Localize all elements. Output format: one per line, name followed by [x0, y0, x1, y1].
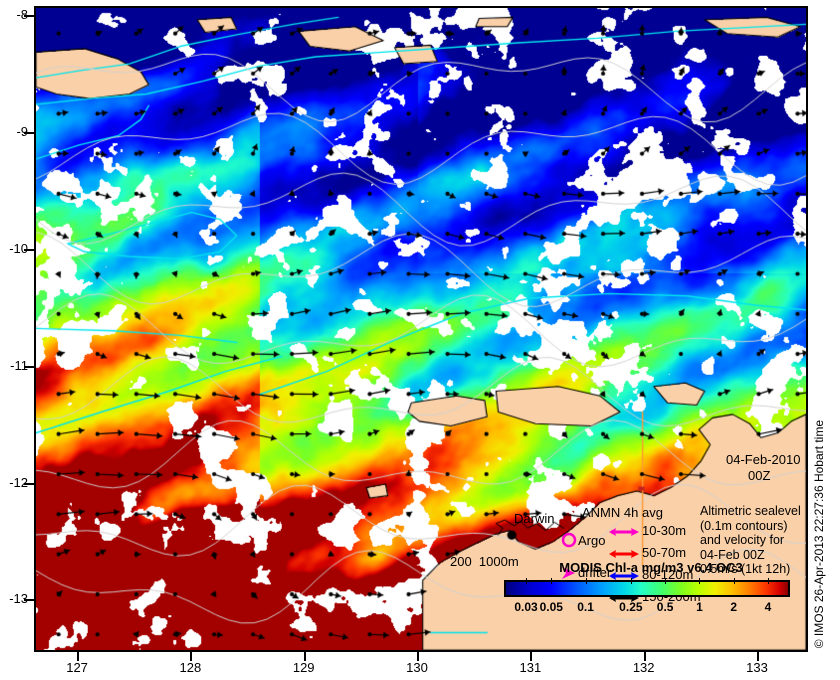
- colorbar-tick-label: 4: [764, 600, 772, 614]
- date-label-line1: 04-Feb-2010: [726, 452, 801, 467]
- argo-float-icon: [561, 532, 577, 548]
- y-tick-mark: [24, 365, 34, 368]
- y-tick-mark: [24, 599, 34, 602]
- x-tick-label: 127: [66, 660, 88, 675]
- depth-range-label: 50-70m: [642, 545, 687, 560]
- y-tick-label: -13: [9, 591, 28, 607]
- map-plot-frame[interactable]: 04-Feb-2010 00Z Darwin 200 1000m: [34, 6, 808, 652]
- alti-line-3: 04-Feb 00Z: [700, 547, 765, 562]
- drifter-icon: [562, 567, 575, 579]
- y-tick-mark: [24, 15, 34, 18]
- colorbar-gradient-fill: [506, 582, 788, 595]
- depth-velocity-arrow-icon: [609, 571, 639, 580]
- x-tick-mark: [530, 652, 533, 661]
- colorbar-panel: MODIS Chl-a mg/m3 v6.4 OC3 0.03 0.05 0.1 0.…: [496, 560, 806, 650]
- colorbar-tick-mark: [551, 578, 553, 584]
- colorbar-tick-mark: [665, 578, 667, 584]
- y-tick-mark: [24, 482, 34, 485]
- argo-legend-label: Argo: [578, 533, 606, 548]
- city-label-darwin: Darwin: [514, 511, 555, 526]
- anmn-depth-row: 80-120m: [608, 567, 693, 582]
- colorbar-tick-label: 0.03: [514, 600, 538, 614]
- y-tick-label: -11: [10, 357, 28, 373]
- depth-range-label: 80-120m: [642, 567, 694, 582]
- anmn-depth-row: 50-70m: [608, 545, 686, 560]
- colorbar-tick-mark: [767, 578, 769, 584]
- x-tick-label: 131: [519, 660, 542, 675]
- x-tick-mark: [190, 652, 193, 661]
- alti-line-2: and velocity for: [700, 533, 785, 547]
- x-tick-mark: [303, 652, 306, 661]
- alti-line-4: 0.5m/s (1kt 12h): [700, 562, 791, 576]
- chlorophyll-map-canvas[interactable]: [36, 8, 806, 650]
- colorbar-tick-mark: [630, 578, 632, 584]
- x-tick-label: 132: [632, 660, 655, 675]
- depth-velocity-arrow-icon: [609, 549, 639, 558]
- colorbar-tick-mark: [699, 578, 701, 584]
- y-tick-mark: [24, 248, 34, 251]
- y-tick-label: -10: [9, 240, 28, 256]
- x-tick-mark: [417, 652, 420, 661]
- colorbar-title: MODIS Chl-a mg/m3 v6.4 OC3: [559, 560, 743, 575]
- y-tick-mark: [24, 132, 34, 135]
- x-tick-label: 129: [292, 660, 315, 675]
- colorbar-tick-label: 0.5: [656, 600, 674, 614]
- x-tick-label: 133: [746, 660, 768, 675]
- alti-line-0: Altimetric sealevel: [700, 504, 801, 518]
- colorbar-tick-label: 0.1: [577, 600, 594, 614]
- colorbar-tick-label: 0.05: [539, 600, 563, 614]
- y-tick-label: -8: [16, 7, 28, 23]
- colorbar-tick-mark: [585, 578, 587, 584]
- anmn-legend-title: ANMN 4h avg: [582, 505, 663, 520]
- colorbar-tick-label: 2: [730, 600, 738, 614]
- colorbar-tick-mark: [733, 578, 735, 584]
- depth-range-label: 10-30m: [642, 523, 687, 538]
- x-tick-label: 130: [406, 660, 428, 675]
- y-tick-label: -9: [16, 124, 28, 140]
- alti-line-1: (0.1m contours): [700, 518, 788, 533]
- copyright-credit: © IMOS 26-Apr-2013 22:27:36 Hobart time: [812, 420, 826, 649]
- date-label-line2: 00Z: [748, 468, 771, 483]
- depth-velocity-arrow-icon: [609, 527, 639, 536]
- x-tick-label: 128: [179, 660, 202, 675]
- colorbar-tick-mark: [526, 578, 528, 584]
- y-tick-label: -12: [9, 474, 28, 490]
- x-tick-mark: [643, 652, 646, 661]
- colorbar-tick-label: 0.25: [619, 600, 643, 614]
- x-tick-mark: [77, 652, 80, 661]
- anmn-depth-row: 10-30m: [608, 523, 686, 538]
- bathymetry-contour-labels: 200 1000m: [450, 554, 519, 569]
- x-tick-mark: [757, 652, 759, 661]
- colorbar-gradient[interactable]: [504, 580, 790, 597]
- colorbar-tick-label: 1: [696, 600, 703, 614]
- drifter-legend-label: drifter: [578, 565, 612, 580]
